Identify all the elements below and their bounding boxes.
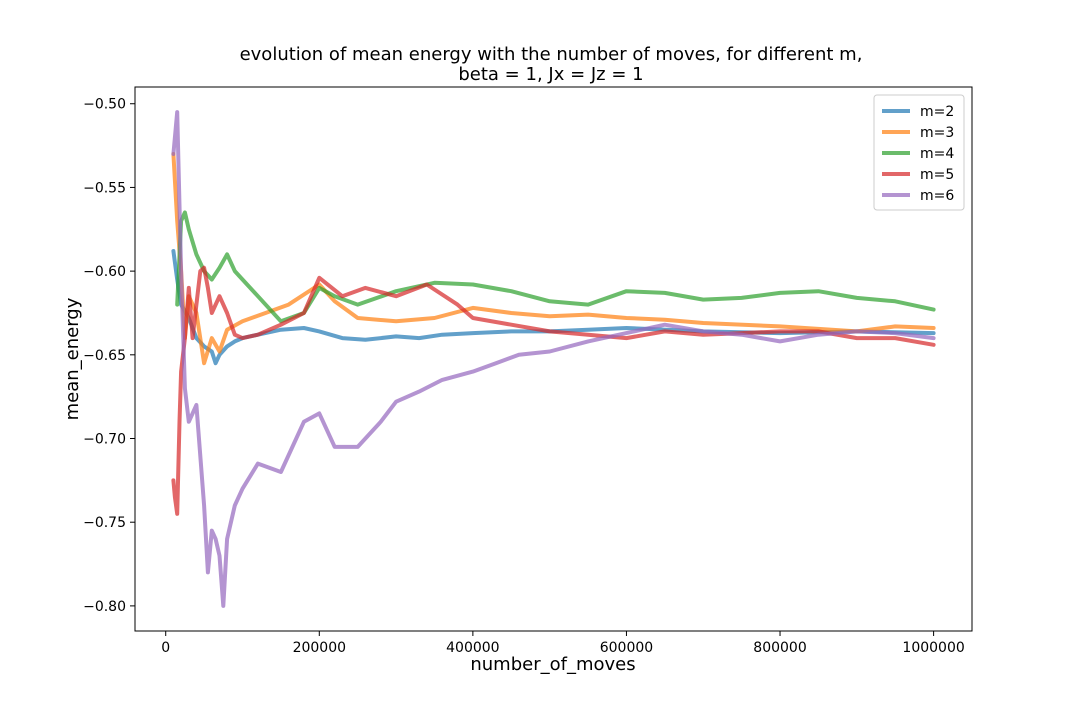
y-tick-label: −0.80 [83, 599, 126, 615]
x-tick-label: 600000 [600, 640, 653, 656]
y-tick-label: −0.55 [83, 180, 126, 196]
legend-label: m=2 [920, 104, 954, 120]
x-tick-label: 400000 [446, 640, 499, 656]
plot-lines [171, 110, 936, 608]
x-tick-label: 800000 [753, 640, 806, 656]
x-axis: 0 200000 400000 600000 800000 1000000 [161, 631, 965, 656]
y-tick-label: −0.50 [83, 97, 126, 113]
legend-label: m=4 [920, 146, 954, 162]
chart-title: evolution of mean energy with the number… [240, 44, 863, 65]
y-tick-label: −0.70 [83, 432, 126, 448]
series-line-m3 [171, 152, 936, 366]
axes-frame [134, 86, 973, 632]
legend-label: m=6 [920, 188, 954, 204]
y-axis-title: mean_energy [62, 297, 83, 420]
legend-box [873, 94, 965, 211]
chart-subtitle: beta = 1, Jx = Jz = 1 [458, 64, 643, 85]
x-axis-title: number_of_moves [470, 654, 635, 675]
y-tick-label: −0.75 [83, 515, 126, 531]
legend-label: m=3 [920, 125, 954, 141]
series-line-m6 [171, 110, 936, 608]
legend-label: m=5 [920, 167, 954, 183]
x-tick-label: 0 [161, 640, 170, 656]
x-tick-label: 200000 [293, 640, 346, 656]
x-tick-label: 1000000 [902, 640, 964, 656]
y-axis: −0.50 −0.55 −0.60 −0.65 −0.70 −0.75 −0.80 [83, 97, 135, 615]
legend: m=2 m=3 m=4 m=5 m=6 [873, 94, 965, 211]
y-tick-label: −0.65 [83, 348, 126, 364]
y-tick-label: −0.60 [83, 264, 126, 280]
series-line-m5 [171, 265, 936, 516]
